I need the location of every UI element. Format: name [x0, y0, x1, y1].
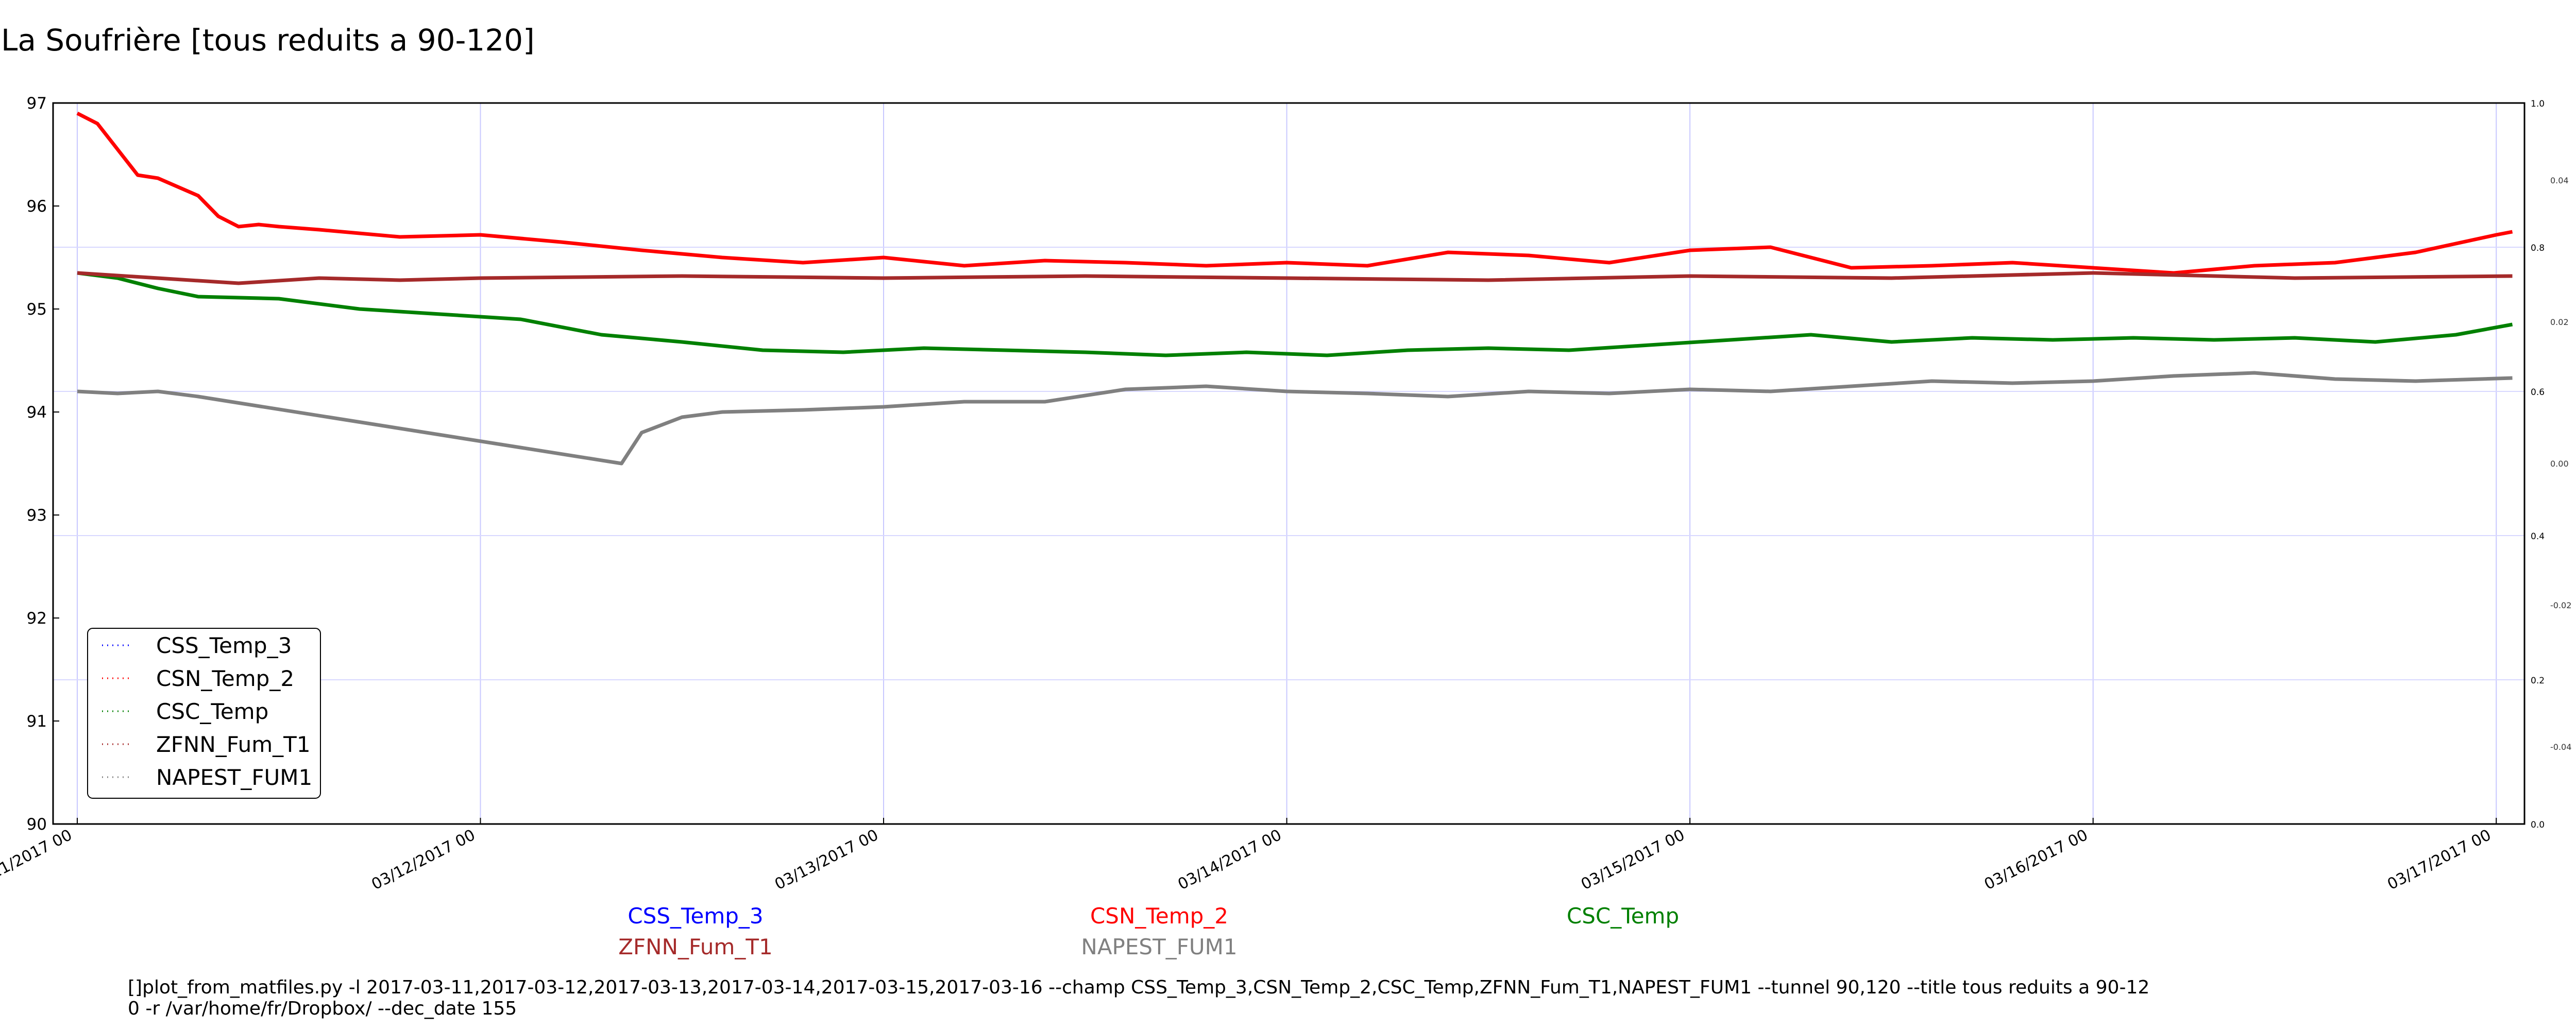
- legend-label: CSC_Temp: [156, 699, 268, 724]
- right-tick-label: 0.4: [2531, 531, 2545, 542]
- right-tick-label: 0.8: [2531, 243, 2545, 253]
- series-line-csc-temp: [77, 271, 2513, 357]
- y-tick-label: 91: [27, 712, 47, 731]
- plot-frame: [52, 102, 2526, 825]
- right-outer-tick-label: 0.02: [2550, 317, 2569, 327]
- series-lines: [76, 111, 2513, 466]
- series-line-zfnn-fum-t1: [77, 271, 2513, 285]
- legend-label: NAPEST_FUM1: [156, 765, 312, 790]
- right-outer-tick-label: 0.04: [2550, 176, 2569, 185]
- right-outer-tick-label: 0.00: [2550, 459, 2569, 469]
- x-tick-label: 03/13/2017 00: [772, 826, 881, 894]
- legend-label: ZFNN_Fum_T1: [156, 732, 311, 757]
- axes: 03/11/2017 00 03/12/2017 00 03/13/2017 00 0…: [0, 94, 2571, 894]
- x-tick-label: 03/17/2017 00: [2384, 826, 2494, 894]
- x-tick-label: 03/14/2017 00: [1175, 826, 1284, 894]
- bottom-series-label: ZFNN_Fum_T1: [618, 934, 773, 959]
- y-tick-label: 90: [27, 815, 47, 834]
- x-tick-label: 03/11/2017 00: [0, 826, 75, 894]
- right-outer-tick-label: -0.02: [2550, 600, 2571, 610]
- bottom-series-label: CSC_Temp: [1567, 903, 1679, 929]
- y-tick-label: 96: [27, 197, 47, 216]
- right-outer-tick-label: -0.04: [2550, 742, 2571, 752]
- y-tick-label: 97: [27, 94, 47, 113]
- series-line-napest-fum1: [77, 371, 2513, 466]
- legend-label: CSN_Temp_2: [156, 666, 294, 691]
- series-line-csn-temp-2: [76, 111, 2513, 275]
- right-tick-label: 1.0: [2531, 99, 2545, 109]
- bottom-series-label: CSS_Temp_3: [628, 903, 763, 929]
- command-line-1: []plot_from_matfiles.py -l 2017-03-11,20…: [128, 977, 2150, 998]
- x-tick-label: 03/12/2017 00: [369, 826, 478, 894]
- right-tick-label: 0.6: [2531, 387, 2545, 398]
- legend-box: [87, 628, 321, 799]
- right-tick-label: 0.2: [2531, 676, 2545, 686]
- bottom-series-label: CSN_Temp_2: [1090, 903, 1228, 929]
- legend-label: CSS_Temp_3: [156, 633, 292, 658]
- bottom-series-labels: CSS_Temp_3 CSN_Temp_2 CSC_Temp ZFNN_Fum_T1 N…: [618, 903, 1679, 959]
- y-tick-label: 92: [27, 609, 47, 628]
- grid-lines: [53, 103, 2524, 824]
- y-tick-label: 95: [27, 300, 47, 319]
- chart-title: La Soufrière [tous reduits a 90-120]: [1, 23, 535, 58]
- legend: CSS_Temp_3 CSN_Temp_2 CSC_Temp ZFNN_Fum_T1 N…: [87, 628, 321, 799]
- x-tick-label: 03/15/2017 00: [1578, 826, 1687, 894]
- y-tick-label: 93: [27, 506, 47, 525]
- bottom-series-label: NAPEST_FUM1: [1081, 934, 1237, 959]
- right-tick-label: 0.0: [2531, 820, 2545, 830]
- y-tick-label: 94: [27, 403, 47, 422]
- x-tick-label: 03/16/2017 00: [1981, 826, 2091, 894]
- command-line-2: 0 -r /var/home/fr/Dropbox/ --dec_date 15…: [128, 998, 517, 1019]
